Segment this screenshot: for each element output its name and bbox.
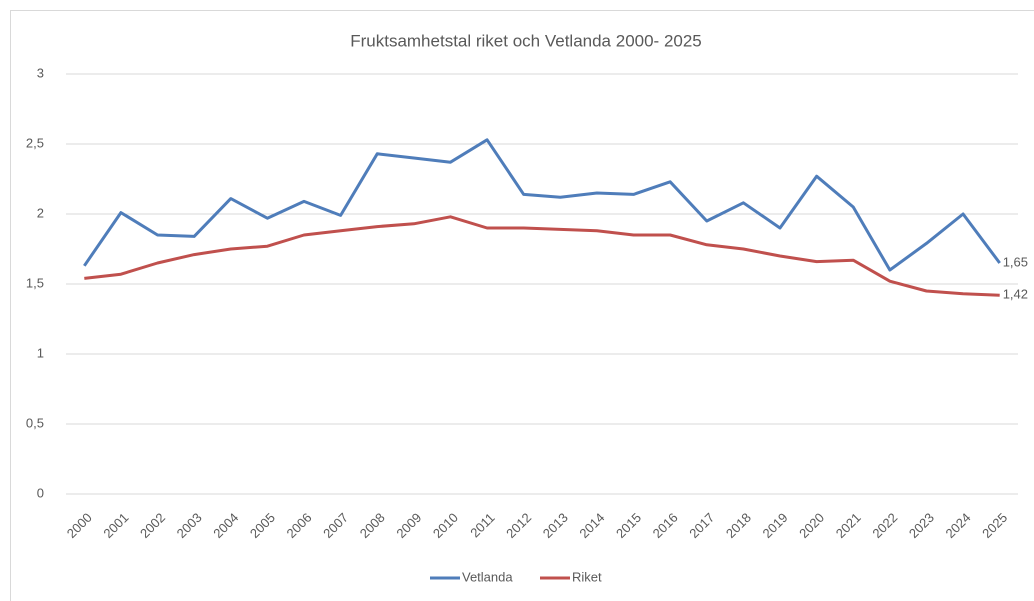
chart-title: Fruktsamhetstal riket och Vetlanda 2000-… [350,31,702,50]
y-tick-label: 3 [37,65,44,80]
y-tick-label: 2 [37,205,44,220]
chart-border [10,10,1034,601]
y-tick-label: 2,5 [26,135,44,150]
y-tick-label: 0,5 [26,415,44,430]
y-tick-label: 1,5 [26,275,44,290]
y-tick-label: 1 [37,345,44,360]
legend-label: Vetlanda [462,569,513,584]
data-label: 1,42 [1003,287,1028,302]
y-tick-label: 0 [37,485,44,500]
legend-label: Riket [572,569,602,584]
series-line [83,138,1001,272]
series-line [84,215,1000,297]
data-label: 1,65 [1003,254,1028,269]
